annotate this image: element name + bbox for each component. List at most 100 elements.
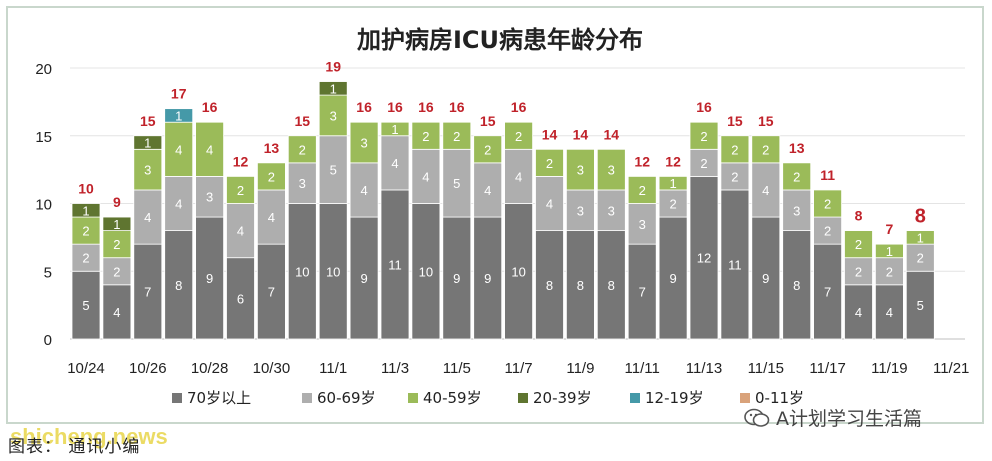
segment-value-label: 10 (326, 264, 340, 279)
x-tick-label: 11/3 (381, 360, 409, 377)
legend-label: 12-19岁 (645, 389, 704, 407)
bar-segment (566, 189, 595, 231)
segment-value-label: 9 (762, 271, 769, 286)
bar-segment (751, 162, 781, 218)
legend-label: 40-59岁 (423, 389, 482, 407)
x-tick-label: 11/9 (566, 360, 594, 377)
figure-caption: 图表： 通讯小编 (8, 437, 141, 457)
legend-swatch (302, 393, 312, 403)
segment-value-label: 2 (82, 224, 89, 239)
segment-value-label: 4 (515, 169, 522, 184)
total-label: 13 (264, 140, 280, 156)
segment-value-label: 8 (546, 278, 553, 293)
segment-value-label: 1 (917, 230, 924, 245)
bar-segment (627, 175, 657, 204)
bar-segment (596, 148, 626, 191)
total-label: 9 (113, 194, 121, 210)
segment-value-label: 2 (793, 169, 800, 184)
total-label: 17 (171, 86, 187, 102)
bar-segment (689, 175, 719, 340)
x-tick-label: 11/5 (443, 360, 471, 377)
y-tick-labels: 0 5 10 15 20 (35, 61, 52, 349)
total-label: 14 (542, 126, 558, 142)
bar-segment (627, 203, 657, 245)
bar-segment (720, 189, 750, 340)
segment-value-label: 4 (484, 183, 491, 198)
total-label: 16 (202, 99, 218, 115)
segment-value-label: 3 (360, 136, 367, 151)
segment-value-label: 5 (330, 163, 337, 178)
x-tick-label: 11/1 (319, 360, 347, 377)
bar-segment (226, 175, 255, 204)
segment-value-label: 4 (886, 305, 893, 320)
bar-segment (411, 121, 441, 150)
x-tick-label: 11/19 (871, 360, 907, 377)
segment-value-label: 8 (608, 278, 615, 293)
segment-value-label: 3 (577, 203, 584, 218)
segment-value-label: 2 (855, 264, 862, 279)
bar-segment (195, 175, 225, 218)
segment-value-label: 4 (175, 197, 182, 212)
bar-segment (751, 135, 781, 164)
segment-value-label: 10 (511, 264, 525, 279)
bar-segment (596, 189, 626, 231)
watermark-site: shicheng.news (10, 424, 168, 449)
bar-segment (287, 162, 317, 204)
segment-value-label: 4 (391, 156, 398, 171)
total-label: 19 (325, 59, 341, 75)
bar-segment (473, 162, 503, 218)
total-label: 14 (573, 126, 589, 142)
bar-segment (102, 284, 132, 340)
segment-value-label: 7 (824, 285, 831, 300)
bar-segment (875, 243, 904, 259)
segment-value-label: 1 (330, 81, 337, 96)
bar-segment (504, 203, 534, 340)
segment-value-label: 2 (731, 169, 738, 184)
legend-label: 20-39岁 (533, 389, 592, 407)
segment-value-label: 3 (639, 217, 646, 232)
total-label: 8 (915, 206, 926, 228)
x-tick-label: 11/7 (505, 360, 533, 377)
segment-value-label: 4 (237, 224, 244, 239)
bar-segment (71, 270, 101, 340)
bar-segment (411, 203, 441, 340)
segment-value-label: 9 (669, 271, 676, 286)
total-label: 12 (665, 153, 681, 169)
total-label: 14 (604, 126, 620, 142)
watermark-account: A计划学习生活篇 (744, 404, 922, 431)
bar-segment (442, 216, 472, 340)
bar-segment (782, 189, 812, 231)
bar-segment (102, 216, 132, 232)
y-tick-label: 15 (35, 129, 52, 146)
segment-value-label: 2 (669, 197, 676, 212)
total-label: 7 (886, 221, 894, 237)
bar-segment (658, 216, 688, 340)
total-label: 16 (418, 99, 434, 115)
total-label: 15 (295, 113, 311, 129)
segment-value-label: 2 (639, 183, 646, 198)
y-tick-label: 10 (35, 197, 52, 214)
segment-value-label: 2 (237, 183, 244, 198)
segment-value-label: 4 (268, 210, 275, 225)
segment-value-label: 4 (206, 142, 213, 157)
total-label: 15 (727, 113, 743, 129)
bar-segment (905, 230, 935, 245)
segment-value-label: 2 (546, 156, 553, 171)
total-label: 15 (480, 113, 496, 129)
segment-value-label: 10 (295, 264, 309, 279)
bar-segment (133, 135, 163, 150)
bar-segment (535, 148, 564, 177)
segment-value-label: 1 (144, 136, 151, 151)
segment-value-label: 9 (206, 271, 213, 286)
total-label: 15 (140, 113, 156, 129)
segment-value-label: 4 (175, 142, 182, 157)
segment-value-label: 9 (360, 271, 367, 286)
bar-segment (226, 257, 255, 340)
wechat-icon (744, 408, 770, 428)
bar-segment (164, 175, 194, 231)
bar-segment (875, 284, 904, 340)
segment-value-label: 3 (299, 176, 306, 191)
x-tick-label: 11/21 (933, 360, 969, 377)
segment-value-label: 2 (299, 142, 306, 157)
